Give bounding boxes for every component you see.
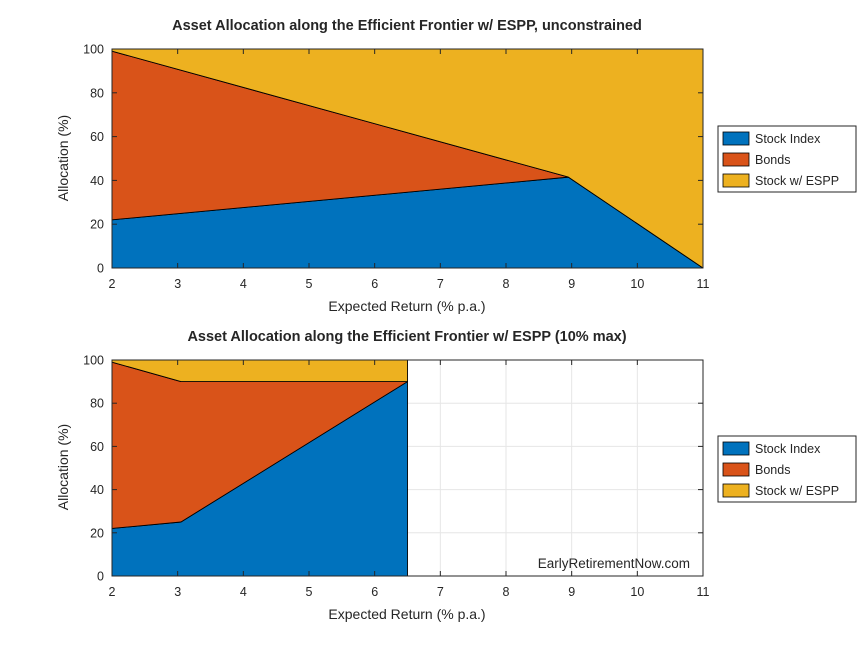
tick-labels: 2 3 4 5 6 7 8 9 10 11 0 20 40 60 80 100 [83, 354, 709, 600]
x-tick-label: 8 [503, 277, 510, 291]
legend-swatch [722, 462, 750, 477]
x-tick-label: 4 [240, 277, 247, 291]
axes-box [111, 48, 704, 269]
x-tick-label: 11 [697, 585, 710, 599]
x-tick-label: 9 [568, 585, 575, 599]
x-tick-label: 2 [109, 585, 116, 599]
plot-areas [111, 359, 408, 577]
x-tick-label: 9 [568, 277, 575, 291]
tick-labels: 2 3 4 5 6 7 8 9 10 11 0 20 40 60 80 100 [83, 43, 709, 292]
legend-label: Bonds [755, 153, 790, 167]
y-tick-label: 20 [90, 526, 104, 540]
y-tick-label: 40 [90, 174, 104, 188]
legend-swatch [722, 152, 750, 167]
legend-swatch [722, 131, 750, 146]
y-tick-label: 100 [83, 43, 104, 57]
legend-swatch [722, 483, 750, 498]
watermark: EarlyRetirementNow.com [538, 556, 690, 571]
legend: Stock Index Bonds Stock w/ ESPP [717, 125, 857, 193]
axes-box [111, 359, 704, 577]
x-tick-label: 3 [174, 585, 181, 599]
y-tick-label: 60 [90, 440, 104, 454]
x-tick-label: 7 [437, 585, 444, 599]
x-tick-label: 7 [437, 277, 444, 291]
y-tick-label: 80 [90, 397, 104, 411]
x-tick-label: 10 [630, 585, 644, 599]
x-tick-label: 5 [306, 585, 313, 599]
y-tick-label: 100 [83, 354, 104, 368]
y-tick-label: 60 [90, 130, 104, 144]
y-tick-label: 0 [97, 262, 104, 276]
y-axis-label: Allocation (%) [55, 424, 71, 510]
legend-label: Stock Index [755, 132, 821, 146]
x-tick-label: 6 [371, 585, 378, 599]
x-tick-label: 2 [109, 277, 116, 291]
x-axis-label: Expected Return (% p.a.) [328, 298, 485, 314]
x-tick-label: 6 [371, 277, 378, 291]
x-tick-label: 3 [174, 277, 181, 291]
chart-unconstrained: Asset Allocation along the Efficient Fro… [55, 18, 857, 314]
chart-title: Asset Allocation along the Efficient Fro… [172, 18, 642, 34]
y-tick-label: 20 [90, 218, 104, 232]
y-tick-label: 0 [97, 570, 104, 584]
y-tick-label: 40 [90, 483, 104, 497]
legend-label: Stock w/ ESPP [755, 484, 839, 498]
x-tick-label: 11 [697, 277, 710, 291]
legend-label: Stock Index [755, 442, 821, 456]
chart-10pct-max: Asset Allocation along the Efficient Fro… [55, 329, 857, 622]
legend-label: Stock w/ ESPP [755, 174, 839, 188]
legend-swatch [722, 441, 750, 456]
x-axis-label: Expected Return (% p.a.) [328, 606, 485, 622]
y-tick-label: 80 [90, 86, 104, 100]
legend: Stock Index Bonds Stock w/ ESPP [717, 435, 857, 503]
x-tick-label: 4 [240, 585, 247, 599]
y-axis-label: Allocation (%) [55, 115, 71, 201]
x-tick-label: 10 [630, 277, 644, 291]
legend-label: Bonds [755, 463, 790, 477]
x-tick-label: 5 [306, 277, 313, 291]
legend-swatch [722, 173, 750, 188]
plot-areas [111, 48, 704, 269]
x-tick-label: 8 [503, 585, 510, 599]
chart-title: Asset Allocation along the Efficient Fro… [187, 329, 626, 345]
